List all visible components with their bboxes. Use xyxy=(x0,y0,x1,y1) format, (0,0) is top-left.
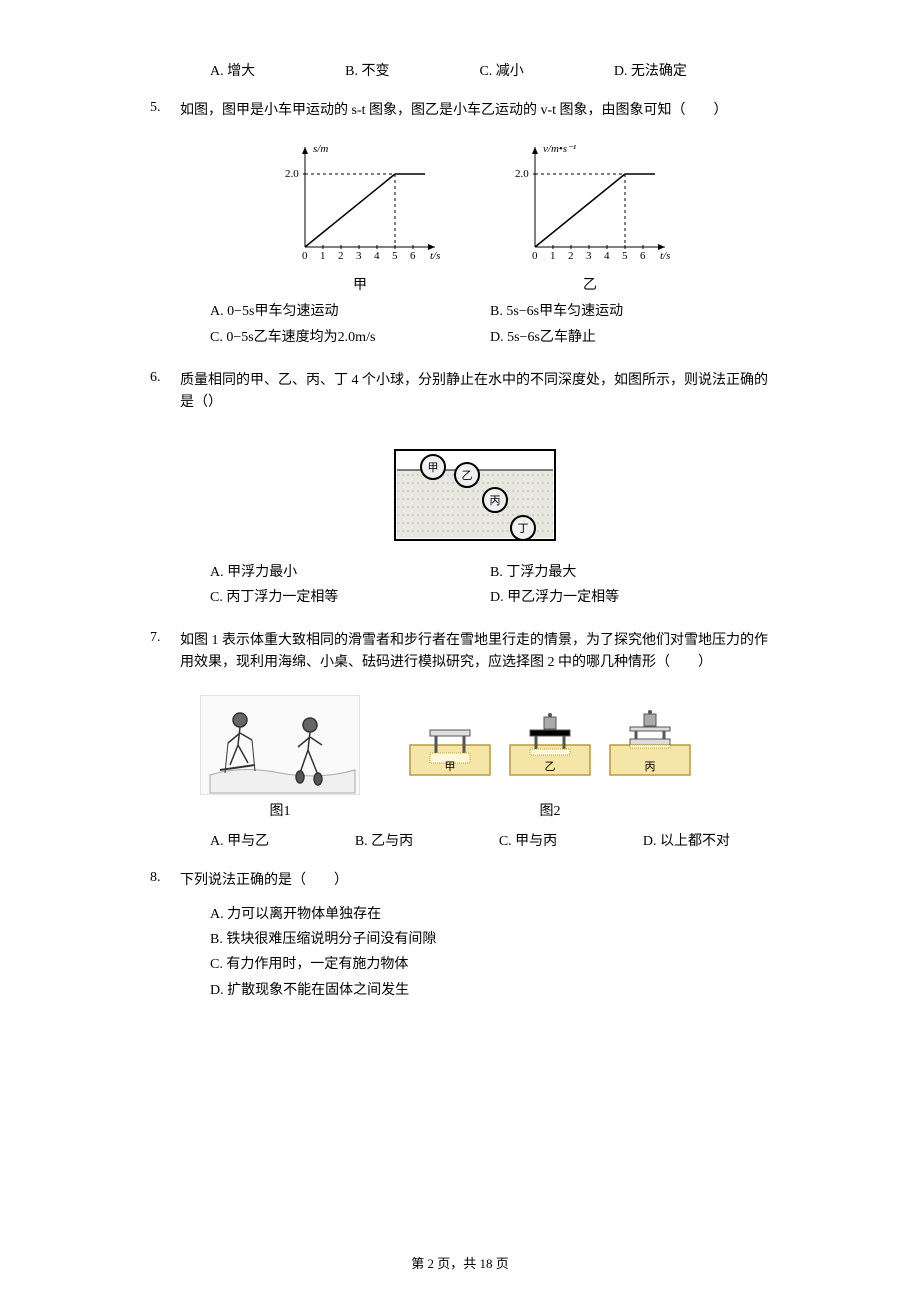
q6-figure: 甲 乙 丙 丁 xyxy=(180,445,770,550)
svg-text:甲: 甲 xyxy=(445,761,456,773)
q8-option-a: A. 力可以离开物体单独存在 xyxy=(210,902,770,927)
q5-option-a: A. 0−5s甲车匀速运动 xyxy=(210,299,490,324)
q6-option-c: C. 丙丁浮力一定相等 xyxy=(210,585,490,610)
chart1-ylabel: s/m xyxy=(313,143,328,155)
question-6: 6. 质量相同的甲、乙、丙、丁 4 个小球，分别静止在水中的不同深度处，如图所示… xyxy=(150,370,770,610)
q8-option-d: D. 扩散现象不能在固体之间发生 xyxy=(210,978,770,1003)
q5-number: 5. xyxy=(150,100,180,350)
svg-text:5: 5 xyxy=(622,250,628,262)
page-footer: 第 2 页，共 18 页 xyxy=(0,1253,920,1272)
q4-option-c: C. 减小 xyxy=(479,60,523,80)
q7-option-d: D. 以上都不对 xyxy=(643,830,730,850)
q4-option-a: A. 增大 xyxy=(210,60,255,80)
svg-text:4: 4 xyxy=(604,250,610,262)
chart2-xlabel: t/s xyxy=(660,250,670,262)
svg-text:4: 4 xyxy=(374,250,380,262)
q6-text: 质量相同的甲、乙、丙、丁 4 个小球，分别静止在水中的不同深度处，如图所示，则说… xyxy=(180,370,770,415)
svg-text:3: 3 xyxy=(356,250,362,262)
svg-text:乙: 乙 xyxy=(462,469,473,482)
q6-option-d: D. 甲乙浮力一定相等 xyxy=(490,585,770,610)
q5-chart-2: v/m•s⁻¹ t/s 2.0 0 1 2 3 4 5 6 xyxy=(505,137,675,294)
q5-chart-1: s/m t/s 2.0 0 1 2 3 4 5 6 xyxy=(275,137,445,294)
chart1-caption: 甲 xyxy=(275,274,445,294)
ball-ding: 丁 xyxy=(511,516,535,540)
svg-text:5: 5 xyxy=(392,250,398,262)
q5-option-d: D. 5s−6s乙车静止 xyxy=(490,325,770,350)
chart2-ylabel: v/m•s⁻¹ xyxy=(543,143,576,155)
q7-option-b: B. 乙与丙 xyxy=(355,830,413,850)
q7-option-c: C. 甲与丙 xyxy=(499,830,557,850)
chart1-ymax: 2.0 xyxy=(285,168,299,180)
q7-number: 7. xyxy=(150,630,180,850)
chart1-xticks: 0 1 2 3 4 5 6 xyxy=(302,250,416,262)
q5-option-c: C. 0−5s乙车速度均为2.0m/s xyxy=(210,325,490,350)
svg-text:2: 2 xyxy=(568,250,574,262)
ball-yi: 乙 xyxy=(455,463,479,487)
svg-text:2: 2 xyxy=(338,250,344,262)
question-8: 8. 下列说法正确的是（ ） A. 力可以离开物体单独存在 B. 铁块很难压缩说… xyxy=(150,870,770,1003)
chart2-ymax: 2.0 xyxy=(515,168,529,180)
question-7: 7. 如图 1 表示体重大致相同的滑雪者和步行者在雪地里行走的情景，为了探究他们… xyxy=(150,630,770,850)
fig1-caption: 图1 xyxy=(200,800,360,820)
question-5: 5. 如图，图甲是小车甲运动的 s-t 图象，图乙是小车乙运动的 v-t 图象，… xyxy=(150,100,770,350)
ball-bing: 丙 xyxy=(483,488,507,512)
q8-option-c: C. 有力作用时，一定有施力物体 xyxy=(210,952,770,977)
svg-text:0: 0 xyxy=(532,250,538,262)
svg-text:丁: 丁 xyxy=(518,523,529,535)
q6-option-a: A. 甲浮力最小 xyxy=(210,560,490,585)
q7-figure-1: 图1 xyxy=(200,695,360,820)
q5-text: 如图，图甲是小车甲运动的 s-t 图象，图乙是小车乙运动的 v-t 图象，由图象… xyxy=(180,100,770,122)
chart2-xticks: 0 1 2 3 4 5 6 xyxy=(532,250,646,262)
q8-number: 8. xyxy=(150,870,180,1003)
q8-text: 下列说法正确的是（ ） xyxy=(180,870,770,892)
q6-option-b: B. 丁浮力最大 xyxy=(490,560,770,585)
q7-text: 如图 1 表示体重大致相同的滑雪者和步行者在雪地里行走的情景，为了探究他们对雪地… xyxy=(180,630,770,675)
ball-jia: 甲 xyxy=(421,455,445,479)
svg-text:丙: 丙 xyxy=(645,761,656,773)
svg-text:6: 6 xyxy=(640,250,646,262)
svg-text:3: 3 xyxy=(586,250,592,262)
q5-option-b: B. 5s−6s甲车匀速运动 xyxy=(490,299,770,324)
q7-option-a: A. 甲与乙 xyxy=(210,830,269,850)
q4-option-d: D. 无法确定 xyxy=(614,60,687,80)
fig2-caption: 图2 xyxy=(400,800,700,820)
q6-number: 6. xyxy=(150,370,180,610)
q8-option-b: B. 铁块很难压缩说明分子间没有间隙 xyxy=(210,927,770,952)
svg-text:乙: 乙 xyxy=(545,760,556,773)
svg-text:1: 1 xyxy=(550,250,556,262)
q4-options: A. 增大 B. 不变 C. 减小 D. 无法确定 xyxy=(150,60,770,80)
chart1-xlabel: t/s xyxy=(430,250,440,262)
svg-text:甲: 甲 xyxy=(428,462,439,474)
q4-option-b: B. 不变 xyxy=(345,60,389,80)
svg-text:0: 0 xyxy=(302,250,308,262)
chart2-caption: 乙 xyxy=(505,274,675,294)
svg-text:6: 6 xyxy=(410,250,416,262)
svg-text:丙: 丙 xyxy=(490,495,501,507)
svg-text:1: 1 xyxy=(320,250,326,262)
q7-figure-2: 甲 乙 xyxy=(400,705,700,820)
